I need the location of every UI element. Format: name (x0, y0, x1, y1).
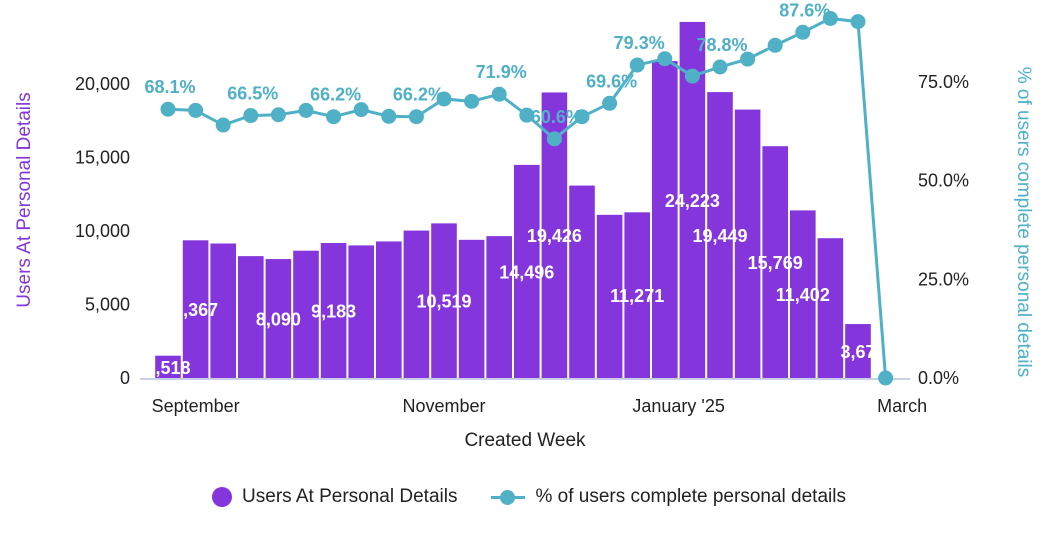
line-point (491, 86, 507, 102)
x-tick-label: November (402, 396, 485, 416)
y2-tick-label: 75.0% (918, 72, 969, 92)
line-point (436, 91, 452, 107)
bar (596, 214, 623, 378)
line-swatch-icon (491, 487, 526, 507)
bar (817, 238, 844, 378)
legend: Users At Personal Details % of users com… (0, 486, 1058, 508)
line-point (215, 117, 231, 133)
line-data-label: 69.6% (586, 71, 637, 91)
line-data-label: 60.6% (531, 107, 582, 127)
bar-data-label: 3,67 (840, 342, 875, 362)
bar-data-label: 15,769 (748, 253, 803, 273)
y2-tick-label: 25.0% (918, 269, 969, 289)
legend-label-percent: % of users complete personal details (535, 486, 846, 507)
line-point (602, 95, 618, 111)
line-data-label: 78.8% (696, 35, 747, 55)
bar-data-label: 19,426 (527, 226, 582, 246)
line-data-label: 71.9% (476, 62, 527, 82)
bar (155, 355, 181, 378)
line-data-label: 66.5% (227, 84, 278, 104)
line-data-label: 87.6% (779, 0, 830, 20)
bar (348, 245, 374, 378)
line-point (712, 59, 728, 75)
x-tick-label: January '25 (632, 396, 725, 416)
line-point (353, 102, 369, 118)
line-data-label: 66.2% (393, 85, 444, 105)
bar-data-label: 9,183 (311, 302, 356, 322)
line-point (850, 14, 866, 30)
line-point (243, 108, 259, 124)
bar-data-label: 11,402 (776, 285, 830, 305)
line-point (408, 109, 424, 125)
line-point (684, 68, 700, 84)
x-tick-label: September (152, 396, 240, 416)
y-tick-label: 5,000 (85, 295, 130, 315)
line-point (298, 102, 314, 118)
bar (707, 92, 733, 378)
bar (624, 212, 650, 378)
bar (182, 240, 209, 378)
bar (265, 259, 292, 378)
line-point (160, 101, 176, 117)
line-point (270, 107, 286, 123)
y-axis-title: Users At Personal Details (14, 92, 35, 307)
bar-data-label: 8,090 (256, 310, 301, 330)
bar (376, 241, 402, 378)
line-point (629, 57, 645, 73)
bar-data-label: 9,367 (173, 300, 218, 320)
legend-label-users: Users At Personal Details (242, 486, 458, 507)
line-data-label: 66.2% (310, 85, 361, 105)
line-point (188, 102, 204, 118)
legend-item-percent[interactable]: % of users complete personal details (491, 486, 846, 508)
bar (320, 243, 347, 378)
bar (210, 243, 236, 378)
bar-data-label: 11,271 (610, 286, 664, 306)
bar (734, 109, 761, 378)
line-data-label: 68.1% (144, 77, 195, 97)
bar (458, 239, 485, 378)
bar (486, 236, 512, 378)
line-point (657, 51, 673, 67)
line-point (326, 109, 342, 125)
line-point (822, 10, 838, 26)
bar (514, 164, 540, 378)
bar (845, 324, 871, 378)
bar (762, 146, 788, 378)
bar (293, 250, 319, 378)
x-tick-label: March (877, 396, 927, 416)
line-point (546, 131, 562, 147)
legend-item-users[interactable]: Users At Personal Details (212, 486, 457, 508)
y-tick-label: 15,000 (75, 148, 130, 168)
x-axis-title: Created Week (464, 430, 586, 451)
y2-tick-label: 50.0% (918, 171, 969, 191)
bar (790, 210, 816, 378)
bar-data-label: 24,223 (665, 191, 720, 211)
y-tick-label: 0 (120, 368, 130, 388)
bar (569, 185, 595, 378)
bar (652, 61, 678, 379)
y2-axis-title: % of users complete personal details (1013, 67, 1034, 378)
line-point (464, 93, 480, 109)
bar-data-label: 14,496 (499, 262, 554, 282)
line-point (878, 370, 894, 386)
line-point (574, 109, 590, 125)
bar (238, 256, 264, 378)
line-point (740, 51, 756, 67)
bar-data-label: 1,518 (145, 358, 190, 378)
line-point (795, 24, 811, 40)
combo-chart: 1,518 9,367 8,090 9,183 10,519 14,496 19,426 11… (14, 0, 1034, 451)
y2-tick-label: 0.0% (918, 368, 959, 388)
bar-data-label: 19,449 (692, 226, 747, 246)
bar-data-label: 10,519 (416, 292, 471, 312)
bar (403, 230, 430, 378)
bar-swatch-icon (212, 487, 233, 507)
y-tick-label: 10,000 (75, 221, 130, 241)
y-tick-label: 20,000 (75, 74, 130, 94)
line-point (519, 107, 535, 123)
line-data-label: 79.3% (614, 33, 665, 53)
line-point (381, 108, 397, 124)
line-point (767, 37, 783, 53)
bar (431, 223, 457, 378)
